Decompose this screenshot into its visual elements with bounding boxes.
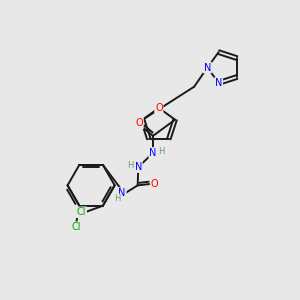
Text: N: N [204, 63, 211, 73]
Text: O: O [135, 118, 143, 128]
Text: H: H [127, 161, 133, 170]
Text: O: O [155, 103, 163, 113]
Text: H: H [158, 147, 164, 156]
Text: N: N [149, 148, 157, 158]
Text: O: O [151, 179, 158, 189]
Text: N: N [215, 78, 222, 88]
Text: Cl: Cl [72, 222, 81, 232]
Text: N: N [118, 188, 126, 198]
Text: N: N [135, 162, 142, 172]
Text: H: H [114, 194, 120, 203]
Text: Cl: Cl [76, 207, 86, 217]
